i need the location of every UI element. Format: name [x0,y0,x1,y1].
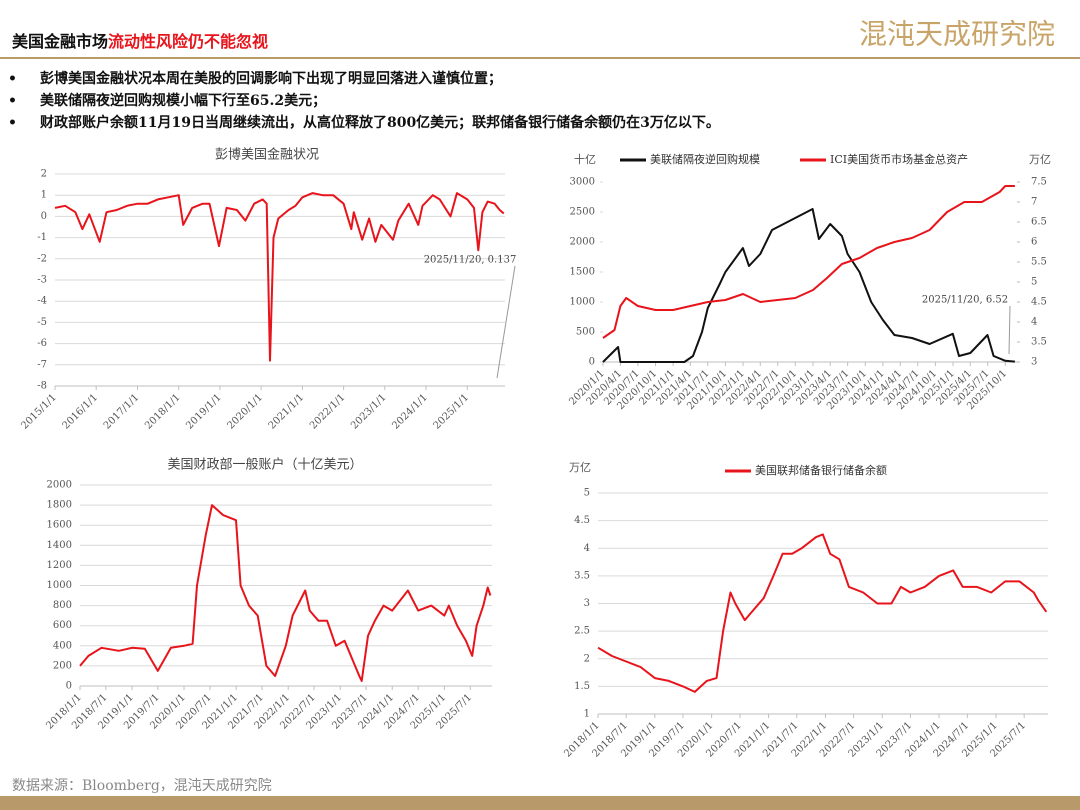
x-tick-label: 2025/1/1 [432,392,472,432]
x-tick-label: 2020/1/1 [225,392,265,432]
series-line [602,208,1015,363]
y-tick-label: 1000 [47,580,72,591]
annotation: 2025/11/20, 0.137 [424,255,517,266]
y-tick-label: 1 [584,709,590,720]
x-tick-label: 2024/1/1 [390,392,430,432]
y-tick-label: 400 [53,640,72,651]
y2-tick-label: 6.5 [1031,217,1047,228]
y-tick-label: -1 [37,232,47,243]
y2-unit: 万亿 [1029,153,1051,166]
annotation-leader [496,265,516,379]
y-tick-label: 3000 [570,177,595,188]
bullet: 彭博美国金融状况本周在美股的回调影响下出现了明显回落进入谨慎位置； [40,70,502,87]
y-tick-label: 800 [53,600,72,611]
y-tick-label: 1 [41,190,47,201]
bullet-dot: • [8,93,17,109]
series-line [79,504,492,682]
x-tick-label: 2022/1/1 [308,392,348,432]
y-unit: 万亿 [569,461,591,474]
x-tick-label: 2017/1/1 [102,392,142,432]
bullet-dot: • [8,115,17,131]
series-line [602,185,1015,339]
x-tick-label: 2021/1/1 [267,392,307,432]
y-tick-label: 0 [589,357,595,368]
chart-title: 彭博美国金融状况 [215,147,319,163]
x-tick-label: 2023/1/1 [349,392,389,432]
y-tick-label: 4 [584,543,590,554]
bullet-dot: • [8,71,17,87]
y-tick-label: 600 [53,620,72,631]
y2-tick-label: 5 [1031,277,1037,288]
y-tick-label: -4 [37,296,47,307]
bullet: 美联储隔夜逆回购规模小幅下行至65.2美元； [40,92,326,109]
annotation: 2025/11/20, 6.52 [922,295,1008,306]
y2-tick-label: 3 [1031,357,1037,368]
x-tick-label: 2015/1/1 [19,392,59,432]
y-tick-label: 200 [53,660,72,671]
y-tick-label: -7 [37,359,47,370]
y-tick-label: 1400 [47,540,72,551]
legend-label: 美联储隔夜逆回购规模 [650,152,760,166]
y-tick-label: 1600 [47,520,72,531]
y-tick-label: 2000 [47,480,72,491]
y2-tick-label: 7.5 [1031,177,1047,188]
y-tick-label: 5 [584,488,590,499]
y-tick-label: 2500 [570,207,595,218]
annotation-leader [1008,305,1011,355]
legend-label: ICI美国货币市场基金总资产 [830,152,968,166]
y2-tick-label: 4 [1031,317,1037,328]
y-tick-label: 1800 [47,500,72,511]
y-tick-label: 2000 [570,237,595,248]
y-tick-label: -3 [37,275,47,286]
y-tick-label: 1.5 [574,681,590,692]
chart-title: 美国财政部一般账户（十亿美元） [167,457,362,473]
y-tick-label: 1500 [570,267,595,278]
x-tick-label: 2019/1/1 [184,392,224,432]
series-line [54,192,505,362]
source: 数据来源：Bloomberg，混沌天成研究院 [12,778,272,794]
y-tick-label: 1200 [47,560,72,571]
y-tick-label: -5 [37,317,47,328]
y2-tick-label: 3.5 [1031,337,1047,348]
y-tick-label: 0 [41,211,47,222]
y-tick-label: -8 [37,381,47,392]
title: 美国金融市场流动性风险仍不能忽视 [12,32,268,51]
x-tick-label: 2016/1/1 [61,392,101,432]
y-tick-label: 1000 [570,297,595,308]
y-tick-label: -2 [37,253,47,264]
y2-tick-label: 4.5 [1031,297,1047,308]
y-tick-label: 2 [584,653,590,664]
x-tick-label: 2018/1/1 [143,392,183,432]
y-tick-label: 4.5 [574,515,590,526]
y-tick-label: 2.5 [574,626,590,637]
y-tick-label: 3.5 [574,570,590,581]
title-black: 美国金融市场 [12,32,108,51]
series-line [597,533,1048,693]
y2-tick-label: 6 [1031,237,1037,248]
y2-tick-label: 7 [1031,197,1037,208]
logo: 混沌天成研究院 [859,18,1055,51]
y-tick-label: 2 [41,169,47,180]
y-tick-label: 500 [576,327,595,338]
title-red: 流动性风险仍不能忽视 [108,32,268,51]
footer-band [0,796,1080,810]
y-tick-label: 3 [584,598,590,609]
y-tick-label: 0 [66,681,72,692]
y-tick-label: -6 [37,338,47,349]
bullet: 财政部账户余额11月19日当周继续流出，从高位释放了800亿美元；联邦储备银行储… [39,114,720,131]
y2-tick-label: 5.5 [1031,257,1047,268]
legend-label: 美国联邦储备银行储备余额 [755,463,887,477]
y-unit: 十亿 [574,152,596,166]
